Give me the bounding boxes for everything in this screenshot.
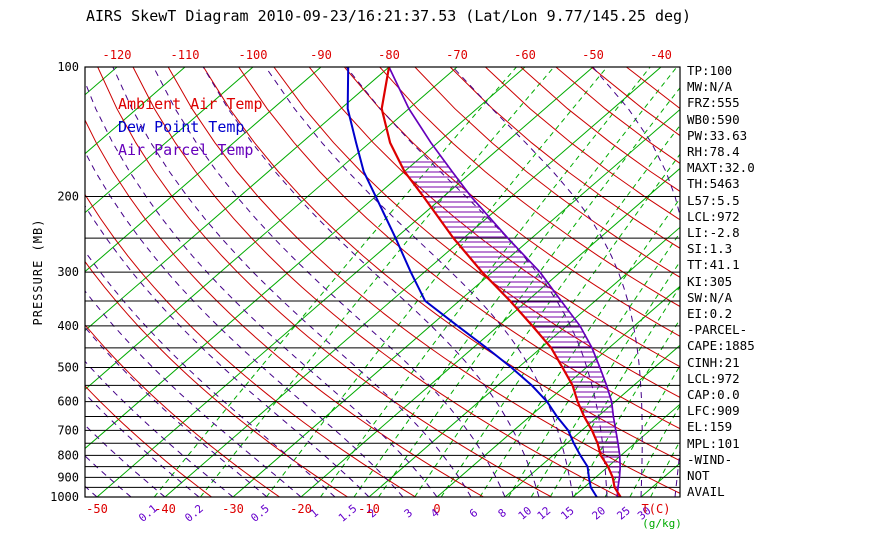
svg-text:25: 25 [614, 504, 633, 522]
legend-air-parcel-temp: Air Parcel Temp [118, 141, 254, 159]
svg-text:0.5: 0.5 [248, 502, 272, 525]
svg-text:-30: -30 [222, 502, 244, 516]
svg-text:-50: -50 [86, 502, 108, 516]
svg-text:1000: 1000 [50, 490, 79, 504]
legend-dew-point-temp: Dew Point Temp [118, 118, 245, 136]
y-axis-label: PRESSURE (MB) [31, 218, 45, 326]
svg-text:-120: -120 [103, 48, 132, 62]
stats-line: CINH:21 [687, 354, 740, 370]
svg-text:3: 3 [402, 506, 415, 520]
stats-line: AVAIL [687, 484, 725, 500]
stats-line: FRZ:555 [687, 95, 740, 111]
svg-text:15: 15 [558, 504, 577, 522]
stats-panel: TP:100 MW:N/A FRZ:555 WB0:590 PW:33.63 RH:78.… [687, 63, 755, 500]
stats-line: -PARCEL- [687, 322, 748, 338]
stats-line: PW:33.63 [687, 127, 748, 143]
plot-frame [84, 66, 681, 498]
svg-text:10: 10 [516, 504, 535, 522]
air-parcel-curve [388, 67, 622, 497]
ambient-temp-curve [380, 67, 622, 497]
stats-line: EL:159 [687, 419, 733, 435]
svg-text:-70: -70 [446, 48, 468, 62]
background-grid [85, 67, 680, 497]
stats-line: KI:305 [687, 273, 733, 289]
stats-line: EI:0.2 [687, 306, 733, 322]
svg-text:12: 12 [535, 504, 554, 522]
svg-text:-10: -10 [358, 502, 380, 516]
svg-text:-40: -40 [154, 502, 176, 516]
stats-line: TT:41.1 [687, 257, 740, 273]
stats-line: -WIND- [687, 451, 733, 467]
svg-text:500: 500 [57, 361, 79, 375]
svg-text:(g/kg): (g/kg) [642, 517, 682, 530]
svg-text:0.2: 0.2 [182, 502, 206, 525]
svg-text:400: 400 [57, 319, 79, 333]
svg-text:0: 0 [433, 502, 440, 516]
svg-text:1.5: 1.5 [336, 502, 360, 525]
stats-line: LCL:972 [687, 208, 740, 224]
svg-text:-110: -110 [171, 48, 200, 62]
svg-text:T(C): T(C) [642, 502, 671, 516]
svg-text:800: 800 [57, 448, 79, 462]
stats-line: L57:5.5 [687, 192, 740, 208]
stats-line: WB0:590 [687, 111, 740, 127]
stats-line: TH:5463 [687, 176, 740, 192]
sounding-curves [346, 67, 622, 497]
svg-text:100: 100 [57, 60, 79, 74]
stats-line: RH:78.4 [687, 144, 740, 160]
svg-text:-90: -90 [310, 48, 332, 62]
svg-text:300: 300 [57, 265, 79, 279]
svg-text:700: 700 [57, 423, 79, 437]
svg-text:1: 1 [308, 506, 321, 520]
svg-text:-50: -50 [582, 48, 604, 62]
svg-text:8: 8 [496, 506, 509, 520]
cape-hatch-area [399, 161, 621, 488]
legend-ambient-air-temp: Ambient Air Temp [118, 95, 263, 113]
dew-point-curve [346, 67, 598, 497]
stats-line: LCL:972 [687, 370, 740, 386]
svg-text:600: 600 [57, 395, 79, 409]
stats-line: SW:N/A [687, 289, 733, 305]
svg-text:-80: -80 [378, 48, 400, 62]
stats-line: NOT [687, 468, 710, 484]
svg-text:20: 20 [590, 504, 609, 522]
svg-text:-60: -60 [514, 48, 536, 62]
svg-text:-20: -20 [290, 502, 312, 516]
stats-line: LI:-2.8 [687, 225, 740, 241]
stats-line: CAP:0.0 [687, 387, 740, 403]
svg-text:-100: -100 [239, 48, 268, 62]
svg-text:-40: -40 [650, 48, 672, 62]
svg-text:6: 6 [467, 506, 480, 520]
stats-line: MW:N/A [687, 79, 733, 95]
stats-line: CAPE:1885 [687, 338, 755, 354]
stats-line: MPL:101 [687, 435, 740, 451]
chart-title: AIRS SkewT Diagram 2010-09-23/16:21:37.5… [86, 7, 692, 25]
svg-text:200: 200 [57, 189, 79, 203]
stats-line: TP:100 [687, 63, 733, 78]
svg-text:900: 900 [57, 470, 79, 484]
stats-line: LFC:909 [687, 403, 740, 419]
stats-line: SI:1.3 [687, 241, 733, 257]
stats-line: MAXT:32.0 [687, 160, 755, 176]
